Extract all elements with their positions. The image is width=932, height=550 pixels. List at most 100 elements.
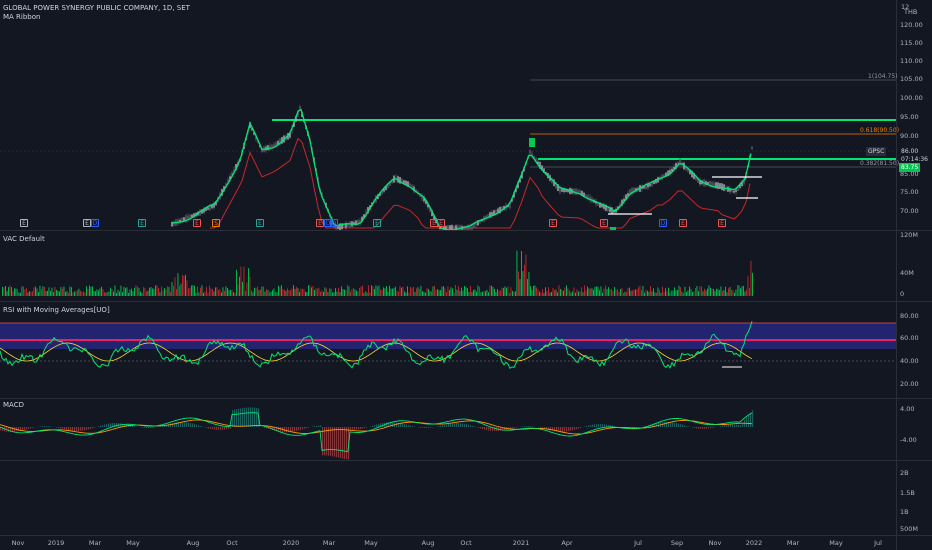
- macd-axis[interactable]: 4.00 -4.00: [896, 399, 932, 460]
- price-axis[interactable]: 12 THB 120.00 115.00 110.00 105.00 100.0…: [896, 0, 932, 230]
- volume-bar: [246, 282, 248, 296]
- candle-body: [623, 198, 625, 202]
- macd-histogram-bar: [566, 427, 568, 432]
- volume-bar: [590, 288, 591, 296]
- rsi-pane[interactable]: RSI with Moving Averages[UO]: [0, 302, 896, 398]
- time-axis-label: Oct: [460, 539, 472, 547]
- event-marker[interactable]: E: [718, 219, 726, 227]
- volume-bar: [75, 290, 77, 296]
- event-marker[interactable]: E: [138, 219, 146, 227]
- macd-histogram-bar: [330, 427, 332, 456]
- macd-histogram-bar: [238, 408, 240, 427]
- candle-body: [333, 223, 335, 228]
- event-marker[interactable]: D: [330, 219, 338, 227]
- macd-label[interactable]: MACD: [3, 401, 24, 409]
- volume-bar: [659, 289, 660, 296]
- volume-bar: [710, 287, 711, 296]
- volume-bar: [422, 291, 423, 296]
- volume-bar: [141, 292, 143, 296]
- volume-bar: [413, 286, 414, 296]
- macd-histogram-bar: [658, 422, 660, 427]
- event-marker[interactable]: E: [600, 219, 608, 227]
- volume-bar: [302, 288, 303, 296]
- rsi-axis[interactable]: 80.00 60.00 40.00 20.00: [896, 302, 932, 398]
- macd-histogram-bar: [500, 427, 502, 431]
- volume-label[interactable]: VAC Default: [3, 235, 45, 243]
- event-marker[interactable]: D: [659, 219, 667, 227]
- macd-histogram-bar: [420, 427, 422, 428]
- volume-bar: [510, 287, 512, 296]
- event-marker[interactable]: E: [437, 219, 445, 227]
- macd-histogram-bar: [578, 427, 580, 429]
- macd-histogram-bar: [160, 426, 162, 427]
- macd-histogram-bar: [298, 427, 300, 431]
- candle-body: [273, 144, 275, 147]
- volume-bar: [224, 290, 225, 296]
- event-marker[interactable]: E: [83, 219, 91, 227]
- macd-histogram-bar: [174, 422, 176, 427]
- rsi-label[interactable]: RSI with Moving Averages[UO]: [3, 306, 110, 314]
- candle-body: [411, 185, 413, 189]
- candle-body: [719, 183, 721, 189]
- macd-pane[interactable]: MACD: [0, 399, 896, 460]
- event-marker[interactable]: E: [193, 219, 201, 227]
- volume-bar: [632, 290, 633, 296]
- volume-bar: [414, 292, 416, 296]
- event-marker[interactable]: D: [324, 219, 332, 227]
- volume-bar: [666, 291, 668, 296]
- volume-bar: [614, 286, 615, 296]
- volume-bar: [638, 287, 639, 296]
- macd-histogram-bar: [684, 425, 686, 427]
- volume-bar: [738, 285, 740, 296]
- volume-range-axis[interactable]: 2B 1.5B 1B 500M: [896, 461, 932, 535]
- macd-histogram-bar: [178, 422, 180, 427]
- volume-bar: [519, 279, 521, 296]
- volume-bar: [254, 287, 255, 296]
- volume-bar: [681, 291, 683, 296]
- macd-histogram-bar: [450, 423, 452, 427]
- candle-body: [367, 207, 369, 214]
- volume-bar: [51, 287, 53, 296]
- volume-bar: [258, 290, 260, 296]
- event-marker[interactable]: D: [91, 219, 99, 227]
- macd-histogram-bar: [736, 424, 738, 427]
- volume-bar: [285, 290, 287, 296]
- volume-bar: [563, 290, 564, 296]
- volume-bar: [188, 288, 189, 296]
- candle-body: [535, 157, 537, 163]
- macd-histogram-bar: [324, 427, 326, 456]
- volume-bar: [660, 292, 662, 296]
- event-marker[interactable]: E: [20, 219, 28, 227]
- pane-separator: [0, 535, 932, 536]
- candle-body: [447, 225, 449, 230]
- volume-pane[interactable]: VAC Default: [0, 231, 896, 301]
- time-axis-label: Oct: [226, 539, 238, 547]
- macd-histogram-bar: [512, 427, 514, 429]
- volume-bar: [260, 289, 261, 296]
- volume-bar: [38, 292, 39, 296]
- macd-histogram-bar: [654, 423, 656, 427]
- event-marker[interactable]: E: [549, 219, 557, 227]
- macd-histogram-bar: [408, 425, 410, 427]
- price-pane[interactable]: GLOBAL POWER SYNERGY PUBLIC COMPANY, 1D,…: [0, 0, 896, 230]
- macd-histogram-bar: [290, 427, 292, 432]
- event-marker[interactable]: E: [256, 219, 264, 227]
- event-marker[interactable]: E: [679, 219, 687, 227]
- candle-body: [179, 219, 181, 223]
- candle-body: [631, 188, 633, 195]
- candle-body: [233, 169, 235, 172]
- ma-ribbon-label[interactable]: MA Ribbon: [3, 13, 41, 21]
- macd-histogram-bar: [40, 426, 42, 427]
- event-marker[interactable]: E: [373, 219, 381, 227]
- volume-bar: [716, 288, 717, 296]
- candle-body: [741, 181, 743, 186]
- volume-bar: [131, 288, 132, 296]
- volume-bar: [311, 287, 312, 296]
- macd-histogram-bar: [378, 423, 380, 427]
- event-marker[interactable]: S: [212, 219, 220, 227]
- candle-body: [707, 182, 709, 186]
- macd-histogram-bar: [636, 427, 638, 428]
- volume-axis[interactable]: 120M 40M 0: [896, 231, 932, 301]
- candle-body: [653, 180, 655, 185]
- event-marker[interactable]: E: [316, 219, 324, 227]
